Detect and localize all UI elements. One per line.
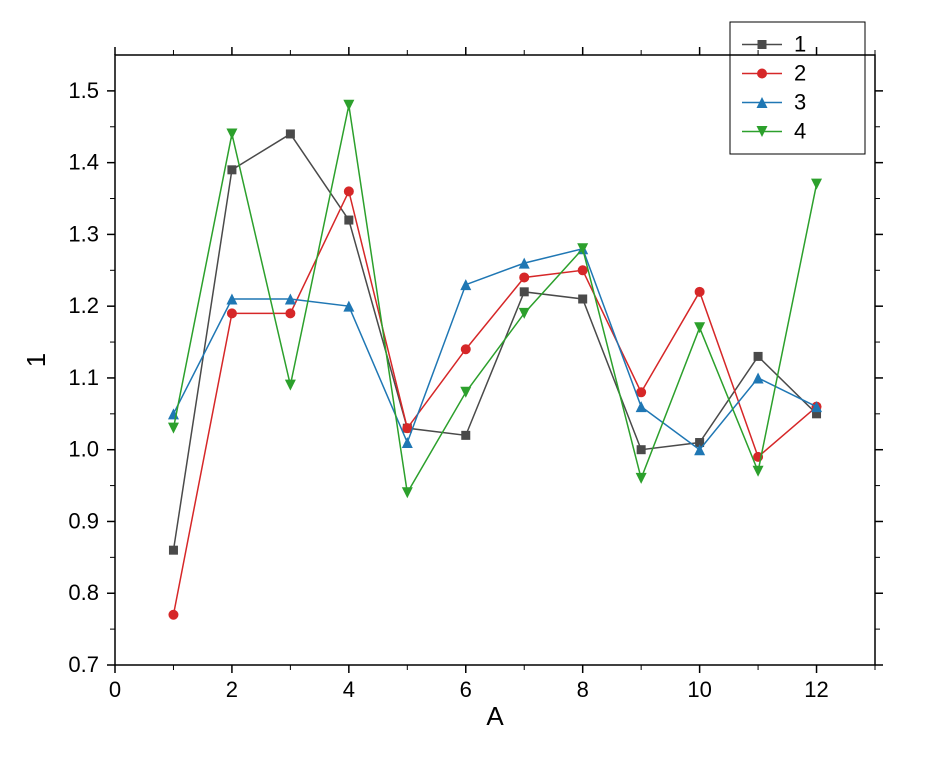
y-tick-label: 0.8: [68, 580, 99, 605]
y-tick-label: 1.2: [68, 293, 99, 318]
y-axis-label: 1: [21, 353, 51, 367]
y-tick-label: 1.3: [68, 221, 99, 246]
y-tick-label: 1.5: [68, 78, 99, 103]
y-tick-label: 1.1: [68, 365, 99, 390]
line-chart: 0246810120.70.80.91.01.11.21.31.41.5A112…: [0, 0, 925, 762]
legend-item-label: 1: [794, 32, 806, 57]
x-tick-label: 6: [460, 677, 472, 702]
y-tick-label: 0.7: [68, 652, 99, 677]
y-tick-label: 1.0: [68, 437, 99, 462]
y-tick-label: 1.4: [68, 150, 99, 175]
x-tick-label: 0: [109, 677, 121, 702]
x-axis-label: A: [486, 701, 504, 731]
chart-svg: 0246810120.70.80.91.01.11.21.31.41.5A112…: [0, 0, 925, 762]
x-tick-label: 4: [343, 677, 355, 702]
x-tick-label: 12: [804, 677, 828, 702]
x-tick-label: 10: [687, 677, 711, 702]
y-tick-label: 0.9: [68, 508, 99, 533]
legend-item-label: 2: [794, 61, 806, 86]
legend-item-label: 4: [794, 119, 806, 144]
x-tick-label: 2: [226, 677, 238, 702]
legend-item-label: 3: [794, 90, 806, 115]
x-tick-label: 8: [577, 677, 589, 702]
